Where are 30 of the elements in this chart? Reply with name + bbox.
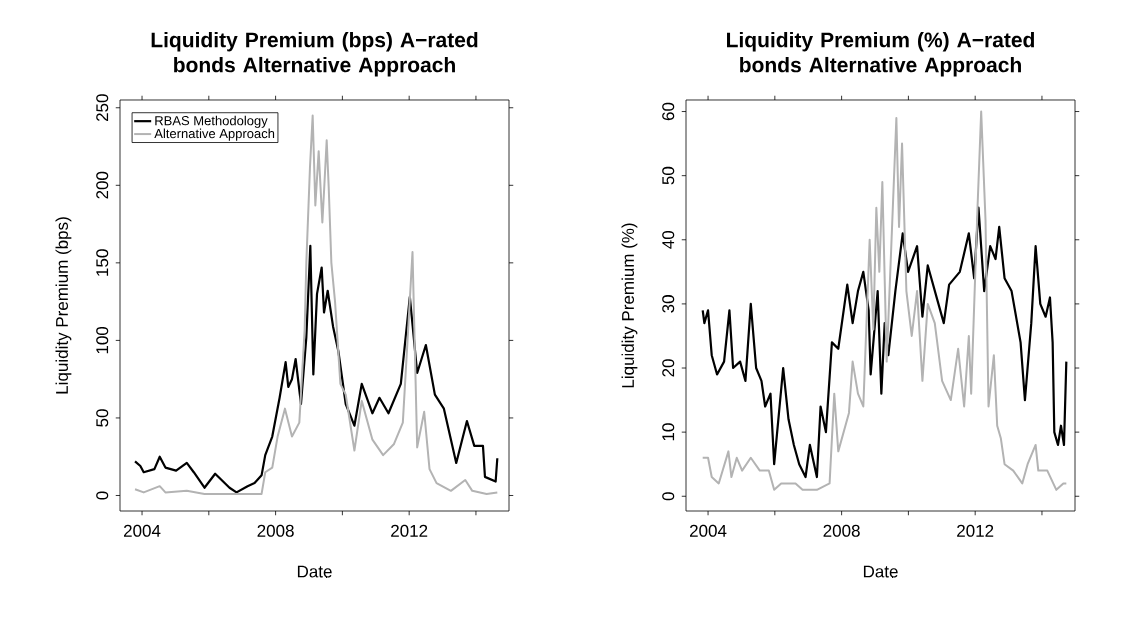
x-tick-label: 2004 — [123, 524, 161, 537]
x-tick-label: 2004 — [690, 524, 727, 537]
y-tick-label: 50 — [96, 409, 109, 427]
y-tick-label: 200 — [96, 171, 109, 199]
legend-label: RBAS Methodology — [155, 115, 268, 128]
line-series — [701, 206, 1068, 479]
y-tick-label: 30 — [662, 295, 675, 313]
y-tick-label: 40 — [662, 230, 675, 249]
line-series — [133, 244, 499, 494]
x-tick-label: 2008 — [257, 524, 294, 537]
legend-label: Alternative Approach — [154, 128, 275, 141]
y-tick-label: 0 — [96, 491, 109, 500]
y-tick-label: 50 — [662, 166, 675, 185]
x-tick-label: 2012 — [957, 524, 994, 537]
line-series — [701, 110, 1068, 491]
y-tick-label: 150 — [96, 249, 109, 276]
x-axis-title: Date — [863, 565, 898, 578]
y-tick-label: 20 — [662, 359, 675, 377]
x-tick-label: 2008 — [823, 524, 860, 537]
y-tick-label: 100 — [96, 326, 109, 354]
chart-title: Liquidity Premium (%) A−rated bonds Alternative Approach — [727, 31, 1034, 77]
y-tick-label: 60 — [662, 102, 675, 121]
chart-title: Liquidity Premium (bps) A−rated bonds Alternative Approach — [151, 31, 478, 77]
y-axis-title: Liquidity Premium (%) — [621, 223, 638, 388]
y-tick-label: 10 — [662, 423, 675, 441]
y-tick-label: 0 — [662, 492, 675, 501]
x-axis-title: Date — [297, 565, 332, 578]
y-tick-label: 250 — [96, 94, 109, 122]
y-axis-title: Liquidity Premium (bps) — [55, 217, 72, 394]
x-tick-label: 2012 — [391, 524, 428, 537]
